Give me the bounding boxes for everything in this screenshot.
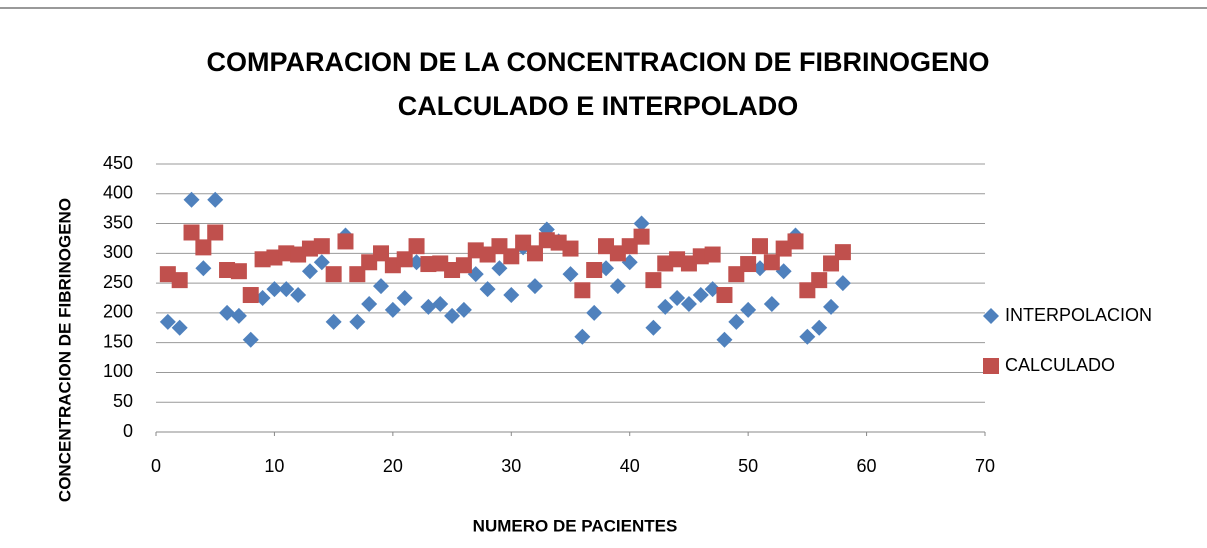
square-point [207, 224, 224, 241]
diamond-point [728, 313, 745, 330]
diamond-point [680, 295, 697, 312]
legend-label: INTERPOLACION [1005, 305, 1152, 325]
y-tick-label: 450 [103, 153, 133, 173]
diamond-point [763, 295, 780, 312]
diamond-point [384, 301, 401, 318]
diamond-point [195, 260, 212, 277]
diamond-point [657, 298, 674, 315]
legend-marker [983, 358, 999, 374]
square-point [503, 248, 520, 265]
diamond-point [811, 319, 828, 336]
square-point [740, 256, 757, 273]
diamond-point [526, 278, 543, 295]
diamond-point [645, 319, 662, 336]
square-point [396, 251, 413, 268]
y-tick-label: 250 [103, 272, 133, 292]
square-point [645, 272, 662, 289]
y-tick-label: 0 [123, 421, 133, 441]
y-tick-label: 50 [113, 391, 133, 411]
square-point [183, 224, 200, 241]
diamond-point [396, 290, 413, 306]
diamond-point [207, 191, 224, 208]
x-tick-label: 20 [383, 456, 403, 476]
x-tick-label: 50 [738, 456, 758, 476]
square-point [171, 272, 188, 289]
diamond-point [716, 331, 733, 348]
diamond-point [740, 301, 757, 318]
diamond-point [171, 319, 188, 336]
diamond-point [586, 304, 603, 321]
diamond-point [349, 313, 366, 330]
chart-title: COMPARACION DE LA CONCENTRACION DE FIBRI… [206, 47, 990, 121]
x-tick-label: 0 [151, 456, 161, 476]
y-tick-label: 300 [103, 242, 133, 262]
square-point [574, 282, 591, 299]
square-point [195, 239, 212, 256]
x-tick-label: 70 [975, 456, 995, 476]
diamond-point [325, 313, 342, 330]
square-point [408, 238, 425, 255]
square-point [716, 287, 733, 304]
diamond-point [183, 191, 200, 208]
legend-label: CALCULADO [1005, 355, 1115, 375]
diamond-point [290, 287, 307, 304]
diamond-point [669, 290, 686, 306]
diamond-point [242, 331, 259, 348]
square-point [704, 246, 721, 263]
diamond-point [361, 295, 378, 312]
diamond-point [503, 287, 520, 304]
y-tick-label: 400 [103, 183, 133, 203]
diamond-point [301, 263, 318, 280]
diamond-point [633, 215, 650, 232]
diamond-point [479, 281, 496, 298]
square-point [763, 254, 780, 271]
diamond-point [159, 313, 176, 330]
diamond-point [692, 287, 709, 304]
square-point [337, 233, 354, 250]
square-point [751, 238, 768, 255]
square-point [325, 266, 342, 283]
square-point [633, 228, 650, 245]
diamond-point [432, 295, 449, 312]
y-tick-label: 350 [103, 212, 133, 232]
diamond-point [562, 266, 579, 283]
x-tick-label: 40 [620, 456, 640, 476]
diamond-point [278, 281, 295, 298]
y-tick-label: 200 [103, 302, 133, 322]
x-tick-label: 10 [264, 456, 284, 476]
square-point [562, 240, 579, 257]
square-point [586, 262, 603, 279]
diamond-point [834, 275, 851, 292]
diamond-point [455, 301, 472, 318]
diamond-point [420, 298, 437, 315]
diamond-point [373, 278, 390, 295]
y-axis-label: CONCENTRACION DE FIBRINOGENO [55, 198, 74, 502]
diamond-point [609, 278, 626, 295]
square-point [230, 263, 247, 280]
legend-marker [983, 308, 999, 324]
diamond-point [266, 281, 283, 298]
diamond-point [823, 298, 840, 315]
diamond-point [219, 304, 236, 321]
x-tick-label: 30 [501, 456, 521, 476]
diamond-point [574, 328, 591, 345]
diamond-point [230, 307, 247, 324]
y-tick-label: 100 [103, 361, 133, 381]
y-tick-label: 150 [103, 331, 133, 351]
square-point [811, 272, 828, 289]
diamond-point [799, 328, 816, 345]
square-point [526, 245, 543, 262]
x-axis-label: NUMERO DE PACIENTES [473, 516, 678, 535]
square-point [834, 244, 851, 261]
x-tick-label: 60 [857, 456, 877, 476]
square-point [242, 287, 259, 304]
square-point [455, 257, 472, 274]
square-point [787, 233, 804, 250]
diamond-point [444, 307, 461, 324]
square-point [313, 238, 330, 255]
